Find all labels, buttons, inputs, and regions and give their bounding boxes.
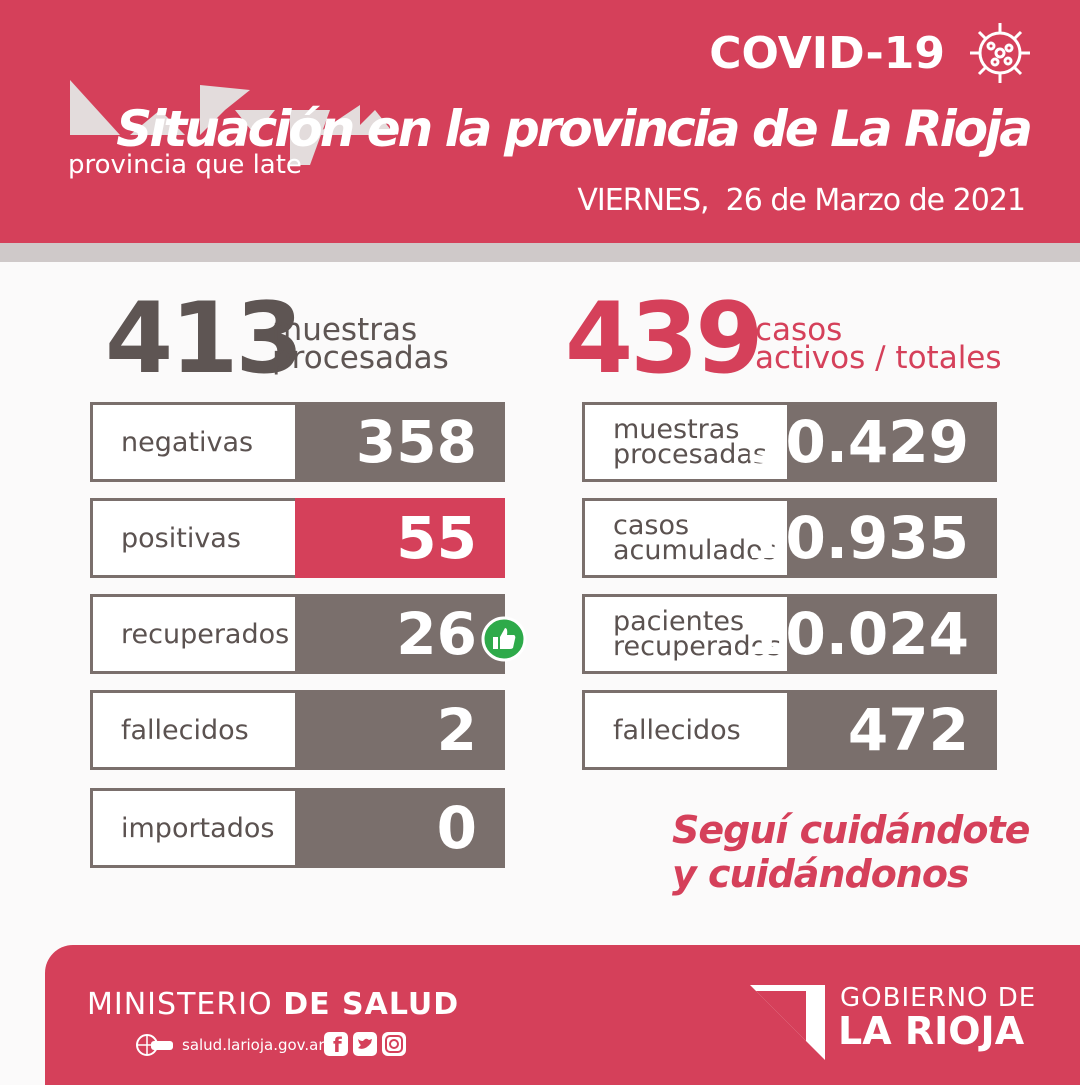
- label-line: muestras: [272, 312, 418, 348]
- stat-row: importados 0: [90, 788, 505, 868]
- footer: MINISTERIO DE SALUD salud.larioja.gov.ar…: [45, 945, 1080, 1085]
- stat-row: fallecidos 472: [582, 690, 997, 770]
- virus-icon: [970, 23, 1030, 83]
- label-line: casos: [613, 510, 690, 541]
- stat-value: 472: [787, 690, 997, 770]
- stat-label: positivas: [90, 498, 305, 578]
- slogan-line: Seguí cuidándote: [672, 808, 1030, 852]
- stat-label: negativas: [90, 402, 305, 482]
- slogan: Seguí cuidándote y cuidándonos: [672, 808, 1030, 896]
- stat-row: fallecidos 2: [90, 690, 505, 770]
- stat-label: recuperados: [90, 594, 305, 674]
- label-text: importados: [121, 812, 275, 844]
- label-line: activos / totales: [755, 340, 1002, 376]
- label-text: negativas: [121, 426, 254, 458]
- stat-row: casos acumulados 10.935: [582, 498, 997, 578]
- label-line: recuperados: [613, 631, 782, 662]
- government-bold: LA RIOJA: [838, 1009, 1025, 1053]
- badge: COVID-19: [709, 28, 945, 79]
- label-text: recuperados: [121, 618, 290, 650]
- logo: [70, 80, 395, 165]
- thumbs-up-icon: [481, 616, 527, 662]
- stat-value: 10.024: [745, 594, 997, 674]
- ministry-text: MINISTERIO: [87, 987, 273, 1022]
- slogan-line: y cuidándonos: [672, 852, 970, 896]
- ministry: MINISTERIO DE SALUD: [87, 987, 459, 1022]
- header: provincia que late COVID-19 Situación en…: [0, 0, 1080, 243]
- label-line: acumulados: [613, 535, 777, 566]
- logo-tagline: provincia que late: [68, 150, 302, 180]
- label-text: fallecidos: [121, 714, 249, 746]
- totals-number: 439: [565, 282, 764, 396]
- stat-row: positivas 55: [90, 498, 505, 578]
- label-line: procesadas: [613, 439, 767, 470]
- stat-row: recuperados 26: [90, 594, 505, 674]
- label-line: muestras: [613, 414, 740, 445]
- social-icons: f: [324, 1032, 406, 1057]
- stat-label: pacientes recuperados: [582, 594, 797, 674]
- label-line: casos: [755, 312, 843, 348]
- label-line: procesadas: [272, 340, 449, 376]
- stat-value: 2: [295, 690, 505, 770]
- stat-value: 358: [295, 402, 505, 482]
- stat-value: 55: [295, 498, 505, 578]
- stat-value: 0: [295, 788, 505, 868]
- stat-label: fallecidos: [90, 690, 305, 770]
- title: Situación en la provincia de La Rioja: [116, 100, 1033, 158]
- stat-value: 10.935: [745, 498, 997, 578]
- government-logo: [750, 985, 825, 1060]
- stat-row: pacientes recuperados 10.024: [582, 594, 997, 674]
- website: salud.larioja.gov.ar: [182, 1036, 325, 1054]
- stripe: [0, 243, 1080, 262]
- daily-label: muestras procesadas: [272, 312, 449, 376]
- stat-row: muestras procesadas 50.429: [582, 402, 997, 482]
- stat-label: muestras procesadas: [582, 402, 797, 482]
- stat-label: fallecidos: [582, 690, 797, 770]
- label-line: pacientes: [613, 606, 745, 637]
- stat-label: casos acumulados: [582, 498, 797, 578]
- date: VIERNES, 26 de Marzo de 2021: [577, 183, 1026, 218]
- label-line: fallecidos: [613, 714, 741, 746]
- stat-row: negativas 358: [90, 402, 505, 482]
- stat-label: importados: [90, 788, 305, 868]
- svg-text:f: f: [333, 1033, 342, 1057]
- label-text: positivas: [121, 522, 241, 554]
- daily-number: 413: [105, 282, 304, 396]
- stat-value: 50.429: [745, 402, 997, 482]
- totals-label: casos activos / totales: [755, 312, 1002, 376]
- government: GOBIERNO DE: [840, 983, 1037, 1013]
- stat-value: 26: [295, 594, 505, 674]
- web-icon: [136, 1034, 173, 1056]
- ministry-bold: DE SALUD: [283, 987, 460, 1022]
